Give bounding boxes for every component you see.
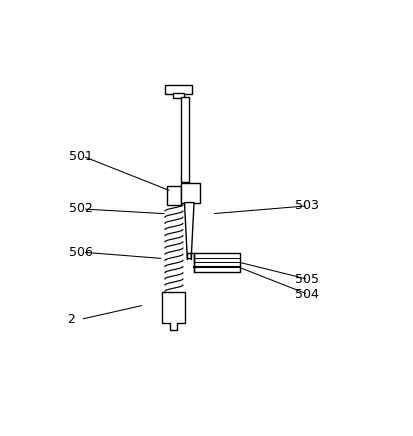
Text: 503: 503: [295, 199, 319, 212]
Bar: [167, 186, 181, 205]
Bar: [173, 93, 185, 98]
Text: 2: 2: [67, 313, 75, 326]
Text: 502: 502: [69, 202, 93, 215]
Text: 505: 505: [295, 273, 319, 286]
Polygon shape: [185, 203, 194, 259]
Polygon shape: [162, 292, 185, 330]
Text: 504: 504: [295, 288, 319, 301]
Bar: [181, 184, 200, 203]
Bar: [165, 85, 192, 94]
Text: 506: 506: [69, 246, 93, 259]
Bar: [194, 253, 240, 272]
Bar: [181, 97, 189, 182]
Text: 501: 501: [69, 150, 93, 163]
